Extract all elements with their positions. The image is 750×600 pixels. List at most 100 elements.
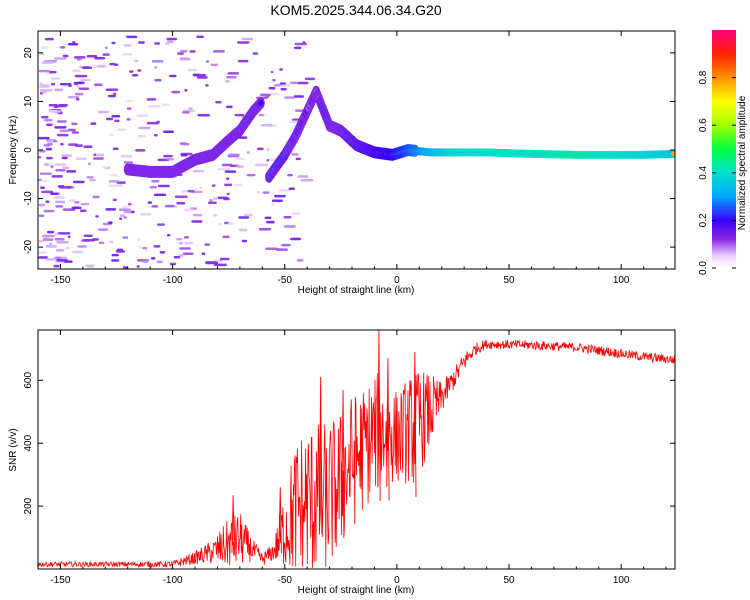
spectrogram-marks [38, 31, 675, 269]
spectrogram-noise-cell [46, 156, 53, 160]
spectrogram-noise-cell [135, 149, 146, 152]
spectrogram-noise-cell [49, 192, 59, 195]
spectrogram-noise-cell [38, 178, 43, 182]
spectrogram-noise-cell [43, 209, 55, 213]
spectrogram-noise-cell [41, 190, 54, 194]
spectrogram-noise-cell [105, 208, 117, 211]
spectrogram-noise-cell [300, 179, 314, 182]
spectrogram-noise-cell [117, 128, 127, 132]
spectrogram-ytick-label: 0 [23, 147, 34, 153]
spectrogram-noise-cell [138, 41, 145, 44]
spectrogram-noise-cell [94, 57, 106, 60]
spectrogram-noise-cell [237, 59, 249, 63]
spectrogram-noise-cell [67, 42, 79, 46]
spectrogram-xtick-label: 0 [394, 275, 400, 286]
spectrogram-noise-cell [122, 236, 129, 239]
spectrogram-noise-cell [281, 243, 291, 247]
spectrogram-noise-cell [84, 264, 94, 268]
snr-peak [341, 389, 345, 524]
spectrogram-noise-cell [157, 223, 165, 226]
spectrogram-noise-cell [49, 110, 61, 113]
spectrogram-noise-cell [173, 205, 178, 208]
spectrogram-noise-cell [41, 234, 55, 238]
spectrogram-noise-cell [38, 214, 45, 217]
spectrogram-noise-cell [86, 176, 94, 179]
snr-peak [231, 495, 235, 556]
spectrogram-noise-cell [235, 157, 245, 160]
spectrogram-noise-cell [154, 66, 158, 69]
spectrogram-noise-cell [142, 246, 148, 250]
spectrogram-noise-cell [59, 82, 72, 86]
spectrogram-noise-cell [60, 142, 64, 146]
spectrogram-noise-cell [67, 128, 76, 132]
spectrogram-noise-cell [283, 225, 296, 228]
spectrogram-noise-cell [162, 130, 174, 133]
spectrogram-noise-cell [108, 184, 120, 187]
spectrogram-noise-cell [288, 187, 296, 190]
spectrogram-noise-cell [75, 97, 80, 101]
spectrogram-noise-cell [86, 55, 98, 58]
spectrogram-noise-cell [272, 78, 276, 82]
spectrogram-noise-cell [40, 186, 45, 190]
spectrogram-noise-cell [196, 76, 208, 79]
spectrogram-noise-cell [109, 62, 116, 66]
spectrogram-noise-cell [256, 191, 260, 194]
spectrogram-noise-cell [169, 74, 177, 78]
spectrogram-noise-cell [153, 193, 167, 197]
spectrogram-noise-cell [39, 172, 53, 176]
spectrogram-noise-cell [129, 70, 134, 73]
spectrogram-noise-cell [283, 215, 292, 219]
spectrogram-noise-cell [45, 200, 50, 203]
second-trace-core [670, 151, 675, 157]
spectrogram-noise-cell [38, 256, 48, 259]
spectrogram-noise-cell [280, 84, 291, 88]
spectrogram-noise-cell [177, 52, 184, 55]
spectrogram-noise-cell [96, 153, 105, 157]
spectrogram-noise-cell [226, 105, 233, 109]
spectrogram-xtick-label: -50 [277, 275, 292, 286]
spectrogram-noise-cell [237, 41, 250, 44]
spectrogram-noise-cell [55, 169, 66, 172]
spectrogram-noise-cell [38, 203, 46, 207]
spectrogram-noise-cell [67, 95, 80, 99]
spectrogram-noise-cell [66, 170, 77, 173]
spectrogram-noise-cell [68, 199, 76, 202]
spectrogram-noise-cell [65, 246, 70, 250]
spectrogram-noise-cell [42, 238, 54, 241]
spectrogram-noise-cell [297, 175, 309, 178]
main-trace-core [258, 100, 264, 107]
spectrogram-noise-cell [46, 230, 55, 234]
spectrogram-noise-cell [54, 163, 67, 166]
spectrogram-noise-cell [296, 259, 304, 262]
spectrogram-noise-cell [71, 206, 82, 210]
spectrogram-noise-cell [166, 158, 175, 161]
spectrogram-noise-cell [122, 266, 129, 269]
spectrogram-noise-cell [151, 205, 159, 208]
spectrogram-noise-cell [182, 252, 194, 256]
spectrogram-noise-cell [45, 258, 59, 261]
spectrogram-noise-cell [46, 123, 53, 127]
spectrogram-noise-cell [39, 52, 45, 56]
spectrogram-noise-cell [111, 253, 119, 257]
spectrogram-noise-cell [119, 214, 126, 217]
spectrogram-noise-cell [184, 89, 188, 92]
spectrogram-noise-cell [173, 256, 181, 259]
spectrogram-noise-cell [54, 104, 67, 108]
spectrogram-noise-cell [182, 143, 190, 146]
spectrogram-noise-cell [217, 167, 231, 171]
snr-xtick-label: -150 [50, 575, 70, 586]
spectrogram-noise-cell [131, 210, 135, 214]
spectrogram-noise-cell [102, 53, 110, 56]
spectrogram-noise-cell [55, 249, 64, 252]
spectrogram-noise-cell [204, 243, 211, 246]
colorbar-tick-label: 0.2 [698, 213, 709, 227]
spectrogram-noise-cell [153, 245, 161, 248]
spectrogram-noise-cell [126, 118, 131, 121]
snr-peak [377, 330, 381, 501]
spectrogram-noise-cell [56, 240, 69, 244]
spectrogram-noise-cell [83, 238, 95, 242]
spectrogram-noise-cell [113, 92, 117, 96]
spectrogram-noise-cell [38, 149, 46, 153]
spectrogram-noise-cell [205, 261, 217, 264]
